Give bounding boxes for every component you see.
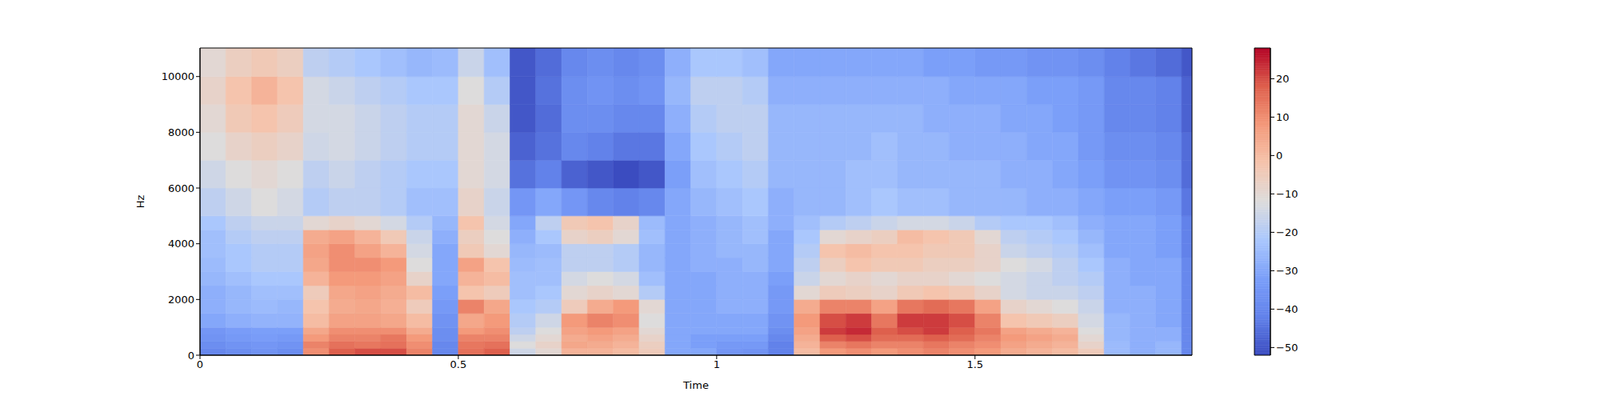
svg-text:−10: −10 [1276, 188, 1298, 200]
svg-text:20: 20 [1276, 72, 1290, 85]
svg-text:−40: −40 [1276, 303, 1298, 316]
svg-text:0: 0 [1276, 149, 1283, 162]
svg-text:2000: 2000 [168, 293, 195, 306]
svg-text:6000: 6000 [168, 182, 195, 195]
svg-text:0: 0 [196, 358, 204, 371]
svg-text:0.5: 0.5 [450, 358, 468, 371]
svg-text:−50: −50 [1276, 341, 1298, 354]
svg-text:10: 10 [1276, 111, 1290, 124]
svg-text:0: 0 [188, 349, 195, 362]
svg-text:10000: 10000 [161, 70, 195, 83]
svg-text:−20: −20 [1276, 226, 1298, 239]
svg-text:Hz: Hz [134, 195, 147, 209]
svg-text:1.5: 1.5 [966, 358, 984, 371]
svg-text:Time: Time [682, 379, 709, 392]
svg-text:4000: 4000 [168, 237, 195, 250]
svg-text:8000: 8000 [168, 126, 195, 139]
svg-text:−30: −30 [1276, 264, 1298, 277]
svg-text:1: 1 [713, 358, 720, 371]
